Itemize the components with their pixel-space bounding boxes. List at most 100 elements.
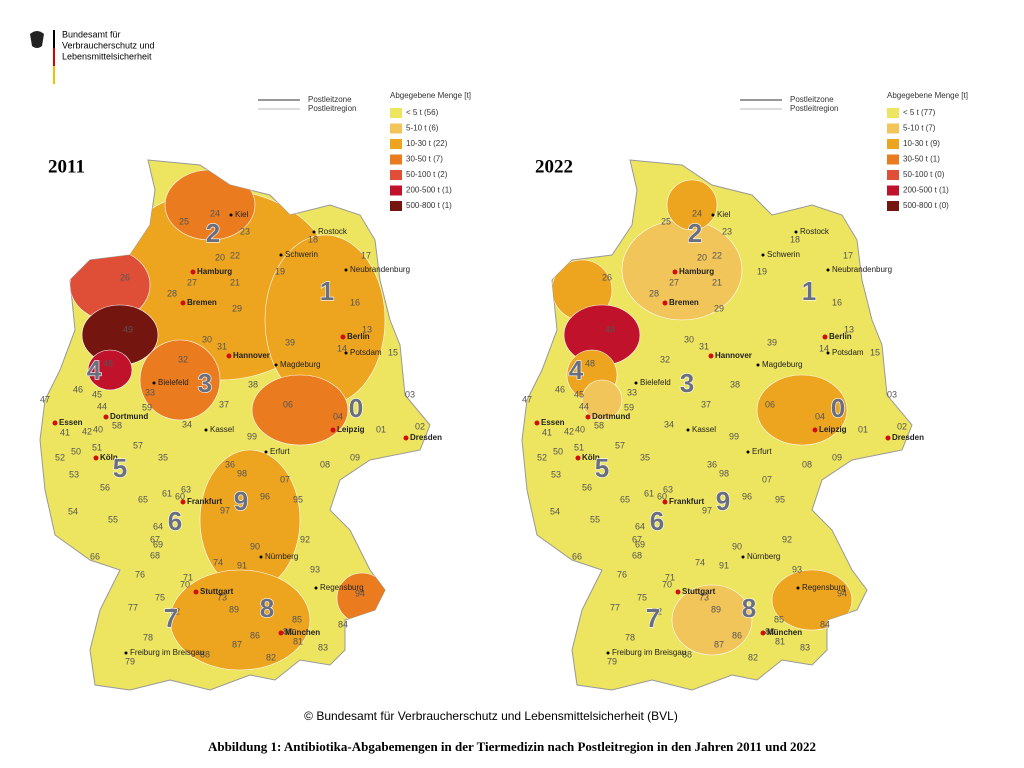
- region-label: 07: [280, 474, 290, 484]
- legend-swatch: [887, 170, 899, 180]
- legend-swatch: [887, 108, 899, 118]
- region-area: [666, 179, 718, 231]
- region-label: 59: [624, 402, 634, 412]
- city-dot: [822, 334, 828, 340]
- city-label: Dresden: [410, 433, 442, 442]
- region-label: 74: [213, 557, 223, 567]
- zone-label: 1: [802, 276, 816, 306]
- region-label: 71: [183, 572, 193, 582]
- city-label: Frankfurt: [187, 497, 222, 506]
- legend-swatch: [390, 201, 402, 211]
- region-label: 51: [92, 442, 102, 452]
- region-label: 73: [699, 592, 709, 602]
- year-label: 2022: [535, 156, 573, 177]
- legend-item: 200-500 t (1): [903, 186, 949, 195]
- legend-item: 5-10 t (7): [903, 124, 936, 133]
- region-label: 52: [55, 452, 65, 462]
- region-label: 89: [711, 604, 721, 614]
- region-label: 81: [293, 636, 303, 646]
- region-label: 85: [292, 614, 302, 624]
- region-label: 31: [699, 341, 709, 351]
- region-label: 34: [664, 419, 674, 429]
- region-label: 33: [627, 387, 637, 397]
- city-dot: [152, 381, 156, 385]
- region-label: 84: [338, 619, 348, 629]
- city-dot: [274, 363, 278, 367]
- region-area: [199, 449, 301, 591]
- region-label: 47: [40, 394, 50, 404]
- region-label: 76: [135, 569, 145, 579]
- region-label: 29: [714, 303, 724, 313]
- region-label: 93: [792, 564, 802, 574]
- region-label: 14: [337, 343, 347, 353]
- city-label: Leipzig: [337, 425, 365, 434]
- zone-label: 3: [198, 368, 212, 398]
- region-label: 67: [150, 534, 160, 544]
- region-label: 79: [125, 656, 135, 666]
- city-dot: [746, 450, 750, 454]
- region-label: 53: [69, 469, 79, 479]
- zone-label: 6: [650, 506, 664, 536]
- agency-line: Verbraucherschutz und: [62, 40, 155, 50]
- agency-line: Bundesamt für: [62, 29, 121, 39]
- region-label: 61: [644, 488, 654, 498]
- region-label: 18: [790, 234, 800, 244]
- legend-line-label: Postleitregion: [790, 104, 838, 113]
- city-label: Stuttgart: [682, 587, 716, 596]
- city-dot: [686, 428, 690, 432]
- region-label: 52: [537, 452, 547, 462]
- region-label: 50: [553, 446, 563, 456]
- city-label: Frankfurt: [669, 497, 704, 506]
- region-label: 35: [640, 452, 650, 462]
- city-label: München: [767, 628, 802, 637]
- region-label: 70: [180, 579, 190, 589]
- zone-label: 0: [349, 393, 363, 423]
- region-label: 22: [712, 250, 722, 260]
- legend-swatch: [390, 154, 402, 165]
- region-label: 72: [652, 606, 662, 616]
- region-label: 29: [232, 303, 242, 313]
- city-dot: [794, 230, 798, 234]
- city-dot: [190, 269, 196, 275]
- city-dot: [180, 300, 186, 306]
- region-label: 68: [632, 550, 642, 560]
- city-label: Bremen: [187, 298, 217, 307]
- region-label: 81: [775, 636, 785, 646]
- city-dot: [52, 420, 58, 426]
- region-label: 44: [97, 401, 107, 411]
- region-label: 38: [730, 379, 740, 389]
- city-dot: [534, 420, 540, 426]
- region-label: 90: [732, 541, 742, 551]
- city-label: Kassel: [210, 425, 234, 434]
- city-dot: [575, 455, 581, 461]
- city-dot: [756, 363, 760, 367]
- city-label: Nürnberg: [747, 552, 780, 561]
- region-area: [169, 569, 311, 671]
- city-dot: [403, 435, 409, 441]
- city-label: München: [285, 628, 320, 637]
- region-label: 15: [870, 347, 880, 357]
- city-label: Hannover: [715, 351, 752, 360]
- region-label: 89: [229, 604, 239, 614]
- region-label: 15: [388, 347, 398, 357]
- city-label: Schwerin: [285, 250, 318, 259]
- region-label: 17: [843, 250, 853, 260]
- region-label: 58: [594, 420, 604, 430]
- zone-label: 8: [742, 593, 756, 623]
- region-label: 06: [283, 399, 293, 409]
- legend-item: 500-800 t (1): [406, 201, 452, 210]
- region-label: 16: [350, 297, 360, 307]
- legend-item: < 5 t (77): [903, 108, 936, 117]
- region-label: 35: [158, 452, 168, 462]
- city-dot: [741, 555, 745, 559]
- zone-label: 6: [168, 506, 182, 536]
- legend-item: 30-50 t (1): [903, 155, 940, 164]
- zone-label: 4: [87, 355, 102, 385]
- city-label: Regensburg: [320, 583, 364, 592]
- city-dot: [761, 253, 765, 257]
- region-label: 26: [602, 272, 612, 282]
- city-dot: [760, 630, 766, 636]
- region-label: 45: [574, 389, 584, 399]
